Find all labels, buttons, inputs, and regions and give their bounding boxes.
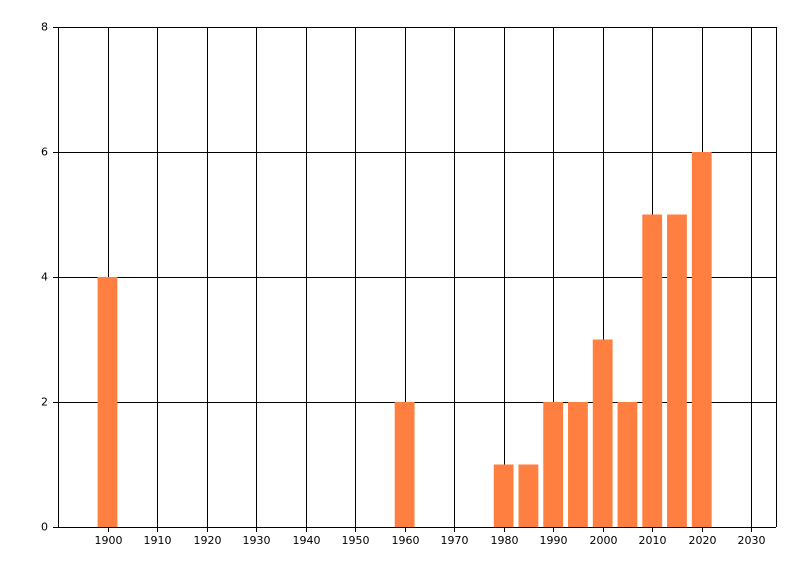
x-tick-label: 1970 [441, 534, 469, 547]
bar [691, 152, 712, 527]
x-tick-label: 1990 [540, 534, 568, 547]
x-tick-label: 2030 [738, 534, 766, 547]
bar [543, 402, 564, 527]
bar [394, 402, 415, 527]
y-tick-label: 6 [41, 146, 48, 159]
x-tick-label: 1910 [144, 534, 172, 547]
x-tick-label: 1930 [243, 534, 271, 547]
bar [667, 214, 687, 527]
x-tick-label: 2020 [689, 534, 717, 547]
bar [592, 339, 613, 527]
x-tick-label: 1950 [342, 534, 370, 547]
y-tick-label: 4 [41, 271, 48, 284]
x-tick-label: 1920 [194, 534, 222, 547]
x-tick-label: 1940 [293, 534, 321, 547]
x-tick-label: 1900 [95, 534, 123, 547]
y-tick-label: 2 [41, 396, 48, 409]
y-tick-label: 8 [41, 21, 48, 34]
bar [493, 464, 514, 527]
bar [617, 402, 638, 527]
x-tick-label: 1980 [491, 534, 519, 547]
bar [97, 277, 118, 527]
y-tick-label: 0 [41, 521, 48, 534]
x-tick-label: 2000 [590, 534, 618, 547]
bar [642, 214, 663, 527]
bar [518, 464, 539, 527]
x-tick-label: 1960 [392, 534, 420, 547]
bar [568, 402, 588, 527]
x-tick-label: 2010 [639, 534, 667, 547]
